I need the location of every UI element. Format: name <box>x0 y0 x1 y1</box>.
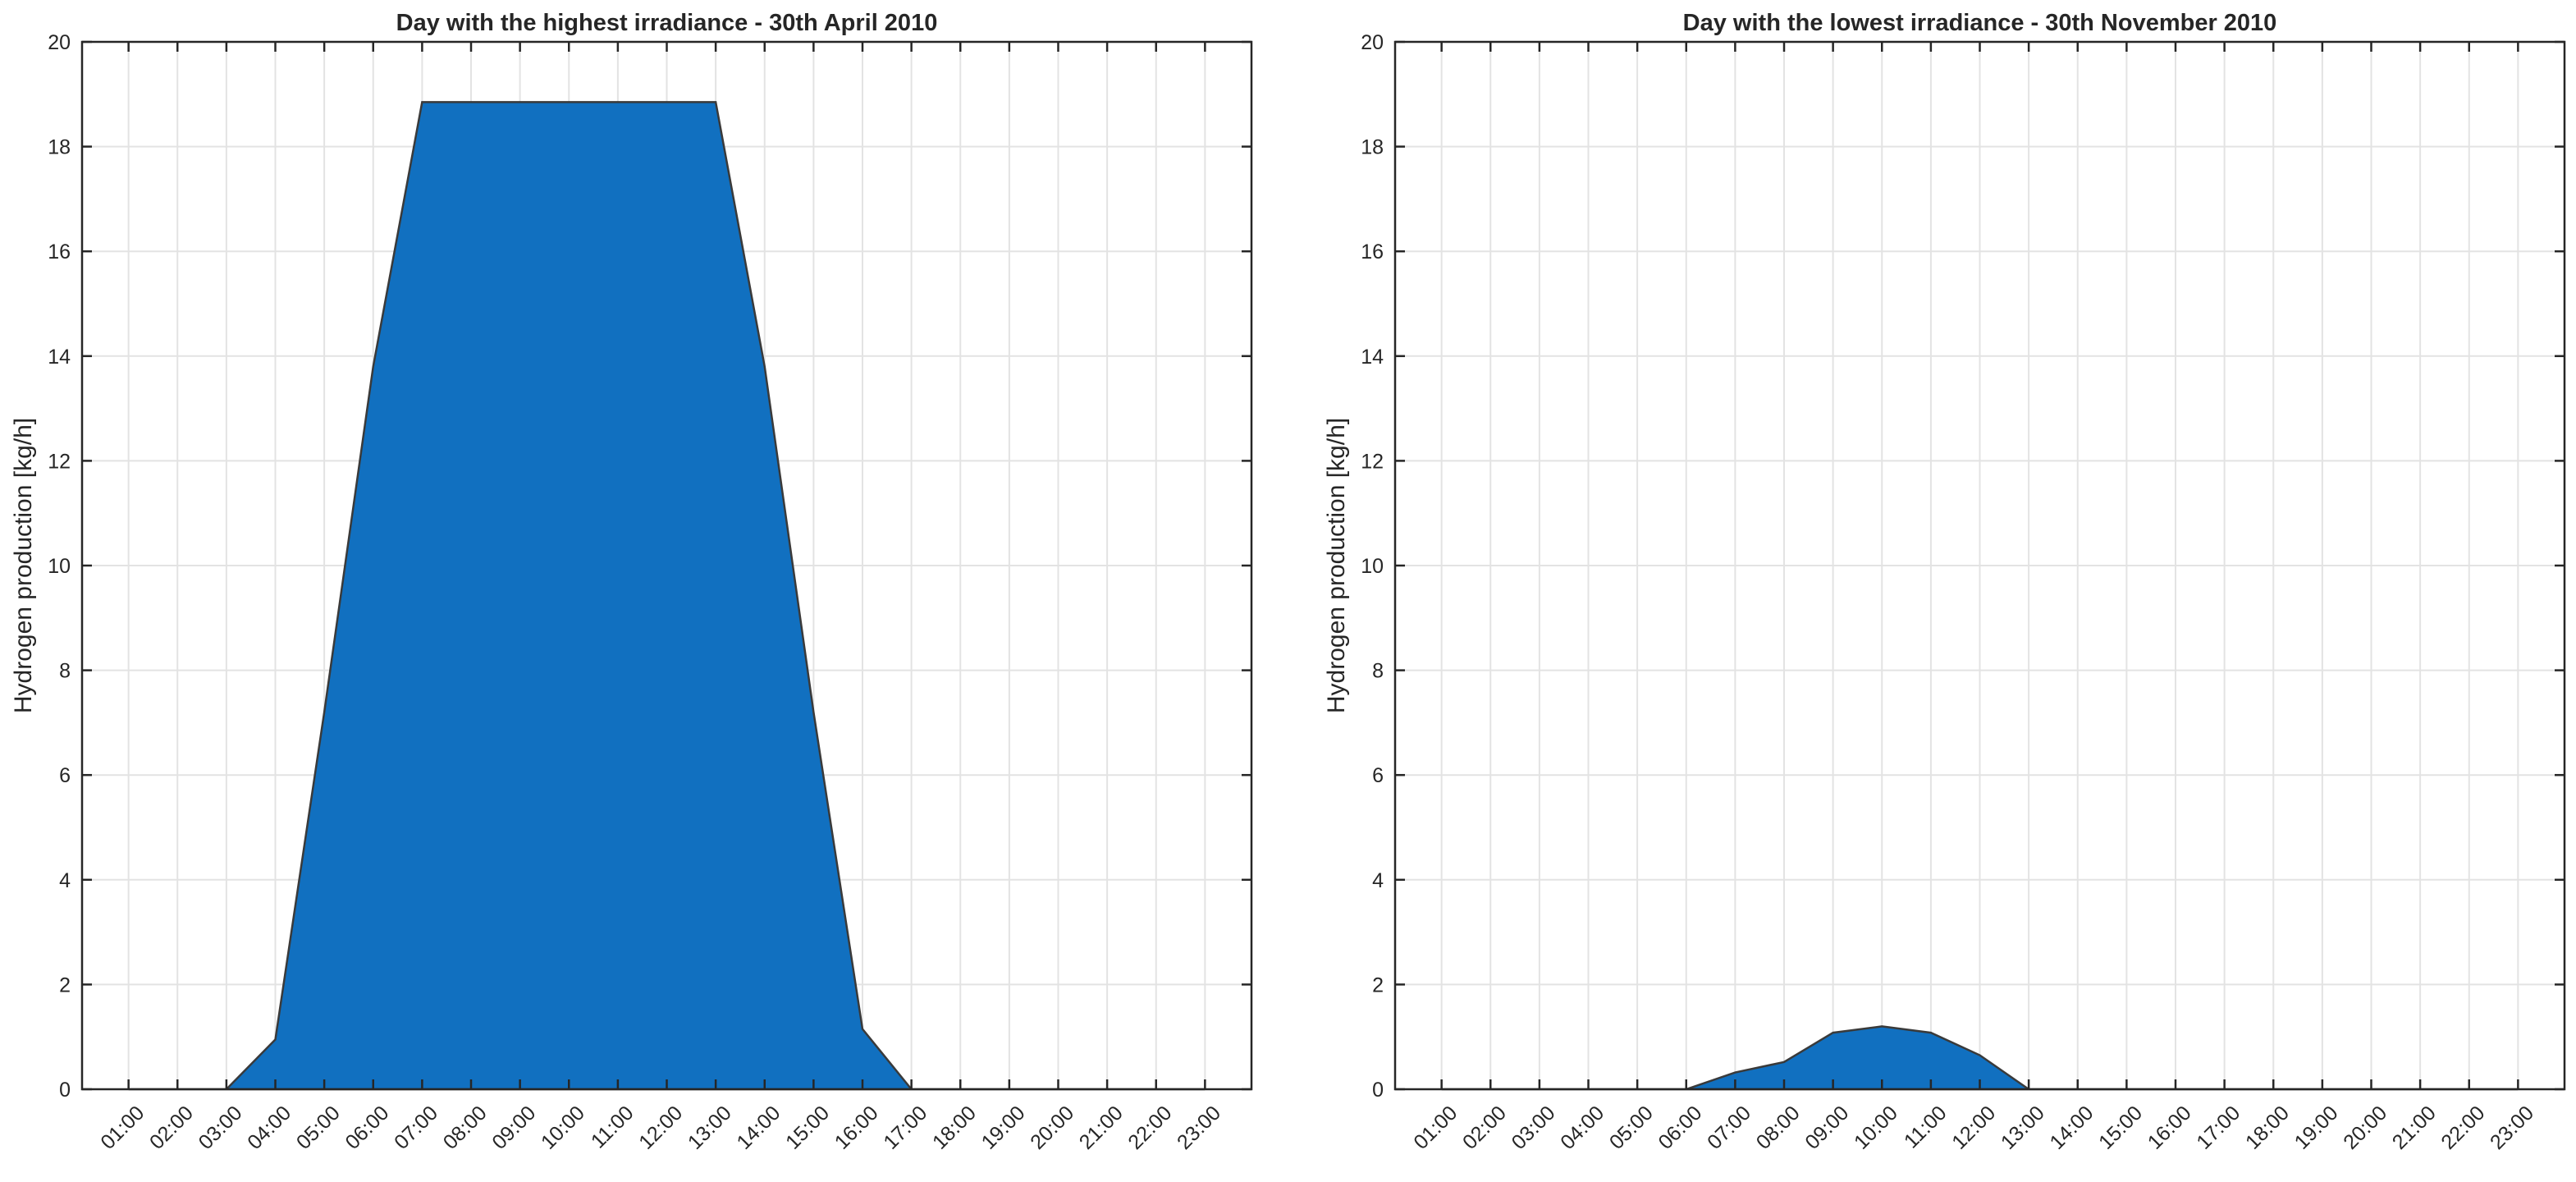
y-tick-label: 14 <box>48 346 71 369</box>
x-tick-label: 01:00 <box>96 1102 149 1154</box>
y-tick-label: 18 <box>1361 136 1384 159</box>
y-tick-label: 14 <box>1361 346 1384 369</box>
x-tick-label: 11:00 <box>1900 1102 1951 1153</box>
x-tick-label: 20:00 <box>2339 1102 2391 1154</box>
y-tick-label: 20 <box>48 31 71 54</box>
y-tick-label: 10 <box>48 555 71 578</box>
chart-title: Day with the lowest irradiance - 30th No… <box>1683 10 2277 36</box>
x-tick-label: 04:00 <box>1556 1102 1608 1154</box>
y-tick-label: 10 <box>1361 555 1384 578</box>
x-tick-label: 08:00 <box>1752 1102 1805 1154</box>
x-tick-label: 21:00 <box>2388 1102 2441 1154</box>
x-tick-label: 08:00 <box>439 1102 492 1154</box>
y-tick-label: 0 <box>59 1079 71 1102</box>
x-tick-label: 19:00 <box>977 1102 1030 1154</box>
chart-panel-low-irradiance: 0 2 4 6 8 10 12 14 16 18 20 01:0002:0003:0004:0005:… <box>1323 10 2566 1154</box>
y-tick-label: 0 <box>1372 1079 1384 1102</box>
y-tick-label: 16 <box>48 241 71 263</box>
y-tick-label: 6 <box>59 764 71 787</box>
x-tick-label: 07:00 <box>1703 1102 1755 1154</box>
x-tick-label: 07:00 <box>390 1102 442 1154</box>
chart-panel-high-irradiance: 0 2 4 6 8 10 12 14 16 18 20 01:0002:0003:0004:0005:… <box>10 10 1253 1154</box>
x-tick-label: 01:00 <box>1409 1102 1462 1154</box>
y-tick-label: 20 <box>1361 31 1384 54</box>
x-tick-label: 06:00 <box>341 1102 393 1154</box>
y-tick-label: 12 <box>1361 450 1384 473</box>
chart-title: Day with the highest irradiance - 30th A… <box>396 10 938 36</box>
x-tick-label: 14:00 <box>732 1102 785 1154</box>
x-tick-label: 21:00 <box>1075 1102 1128 1154</box>
x-tick-label: 17:00 <box>2192 1102 2244 1154</box>
x-tick-label: 09:00 <box>487 1102 540 1154</box>
y-tick-label: 8 <box>59 660 71 683</box>
x-tick-label: 19:00 <box>2290 1102 2343 1154</box>
x-tick-label: 23:00 <box>2486 1102 2538 1154</box>
x-tick-label: 23:00 <box>1173 1102 1225 1154</box>
x-tick-label: 10:00 <box>537 1102 589 1154</box>
y-tick-label: 16 <box>1361 241 1384 263</box>
y-tick-label: 6 <box>1372 764 1384 787</box>
x-tick-label: 11:00 <box>587 1102 638 1153</box>
x-tick-label: 05:00 <box>1605 1102 1658 1154</box>
x-tick-label: 13:00 <box>1997 1102 2049 1154</box>
x-tick-label: 15:00 <box>2094 1102 2147 1154</box>
x-tick-label: 17:00 <box>879 1102 931 1154</box>
y-tick-label: 8 <box>1372 660 1384 683</box>
x-tick-label: 20:00 <box>1026 1102 1078 1154</box>
x-tick-label: 06:00 <box>1654 1102 1706 1154</box>
x-tick-label: 16:00 <box>830 1102 883 1154</box>
x-tick-label: 05:00 <box>292 1102 345 1154</box>
x-tick-label: 04:00 <box>243 1102 295 1154</box>
y-tick-label: 2 <box>59 974 71 996</box>
y-tick-label: 12 <box>48 450 71 473</box>
y-tick-label: 4 <box>59 869 71 892</box>
y-axis-label: Hydrogen production [kg/h] <box>10 418 37 713</box>
x-tick-label: 15:00 <box>781 1102 834 1154</box>
x-tick-label: 13:00 <box>684 1102 736 1154</box>
y-tick-label: 4 <box>1372 869 1384 892</box>
x-tick-label: 16:00 <box>2144 1102 2196 1154</box>
y-tick-label: 18 <box>48 136 71 159</box>
x-tick-label: 22:00 <box>2436 1102 2489 1154</box>
x-tick-label: 12:00 <box>1947 1102 2000 1154</box>
x-tick-label: 09:00 <box>1800 1102 1853 1154</box>
x-tick-label: 02:00 <box>1458 1102 1511 1154</box>
x-tick-label: 03:00 <box>194 1102 247 1154</box>
x-tick-label: 02:00 <box>145 1102 198 1154</box>
x-tick-label: 14:00 <box>2045 1102 2098 1154</box>
x-tick-label: 12:00 <box>634 1102 687 1154</box>
x-tick-label: 18:00 <box>2241 1102 2294 1154</box>
x-tick-label: 10:00 <box>1850 1102 1902 1154</box>
area-series <box>128 101 1206 1091</box>
x-tick-label: 22:00 <box>1123 1102 1176 1154</box>
x-tick-label: 03:00 <box>1508 1102 1560 1154</box>
x-tick-label: 18:00 <box>928 1102 981 1154</box>
y-tick-label: 2 <box>1372 974 1384 996</box>
y-axis-label: Hydrogen production [kg/h] <box>1323 418 1350 713</box>
